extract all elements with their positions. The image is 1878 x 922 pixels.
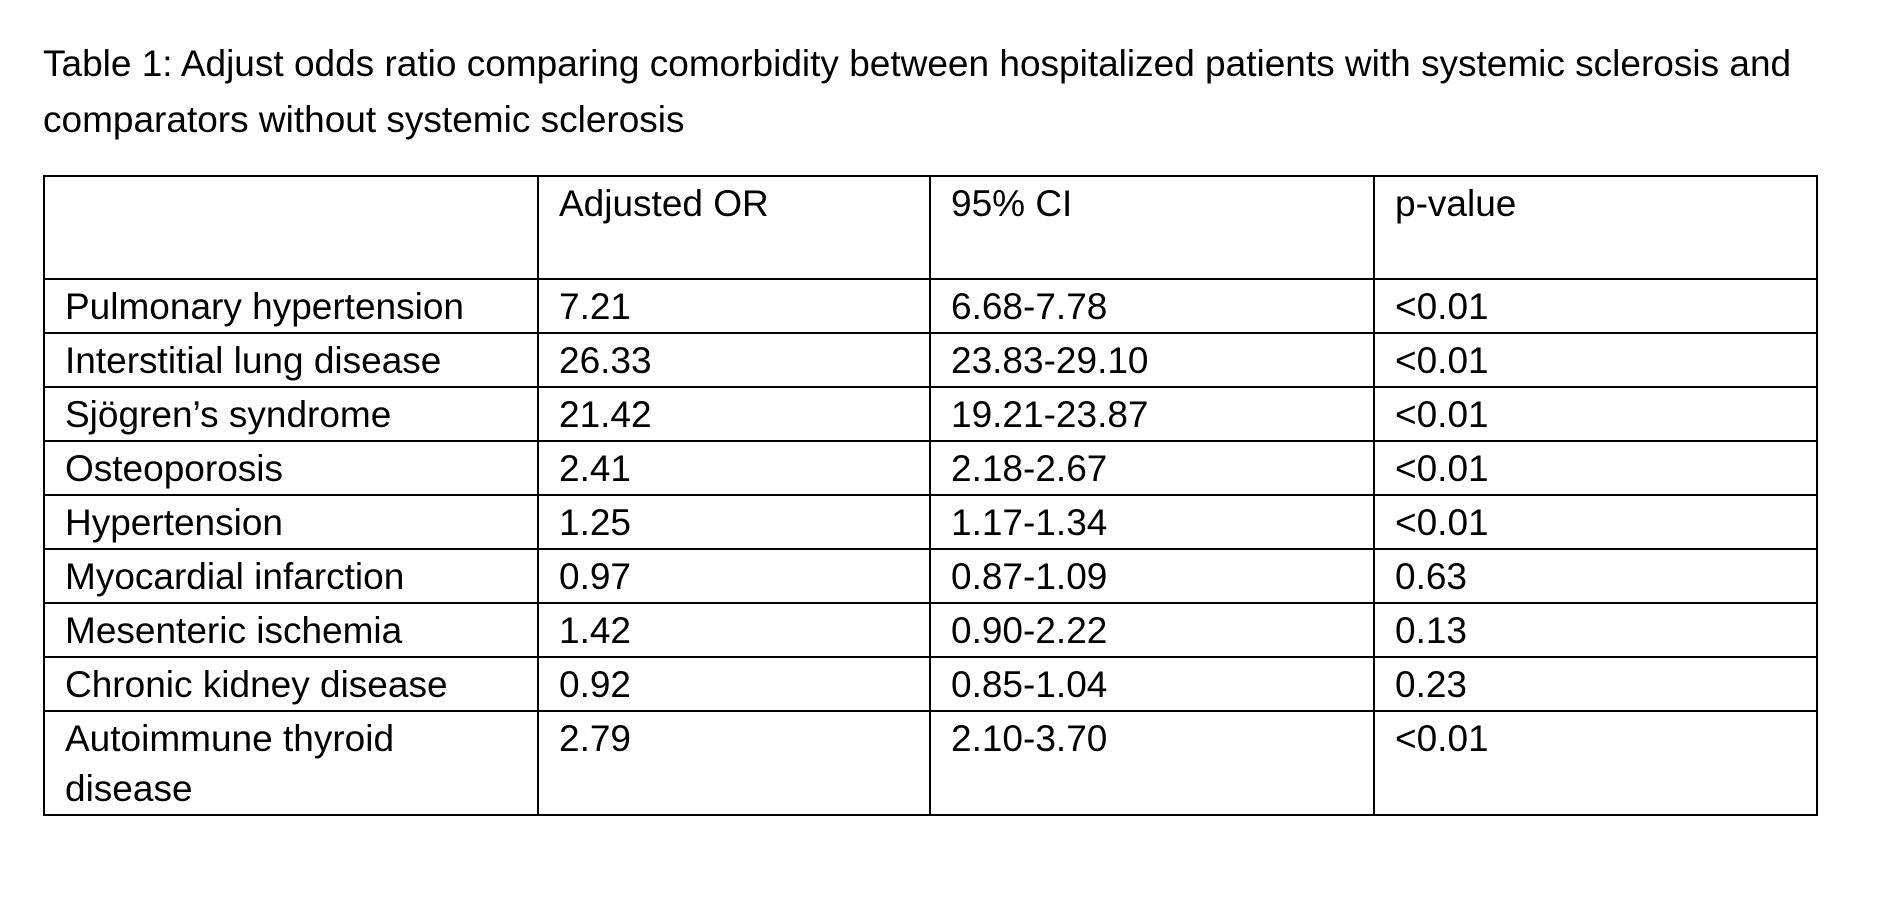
table-row: Myocardial infarction 0.97 0.87-1.09 0.6…: [43, 548, 1818, 604]
cell-comorbidity: Myocardial infarction: [43, 548, 539, 604]
header-adjusted-or: Adjusted OR: [537, 175, 931, 280]
table-header-row: Adjusted OR 95% CI p-value: [43, 175, 1818, 280]
cell-p-value: <0.01: [1373, 386, 1818, 442]
cell-comorbidity: Mesenteric ischemia: [43, 602, 539, 658]
table-row: Pulmonary hypertension 7.21 6.68-7.78 <0…: [43, 278, 1818, 334]
cell-adjusted-or: 21.42: [537, 386, 931, 442]
cell-comorbidity: Interstitial lung disease: [43, 332, 539, 388]
table-row: Interstitial lung disease 26.33 23.83-29…: [43, 332, 1818, 388]
header-95-ci: 95% CI: [929, 175, 1375, 280]
cell-adjusted-or: 0.97: [537, 548, 931, 604]
cell-comorbidity: Hypertension: [43, 494, 539, 550]
cell-p-value: 0.63: [1373, 548, 1818, 604]
cell-adjusted-or: 26.33: [537, 332, 931, 388]
header-p-value: p-value: [1373, 175, 1818, 280]
cell-comorbidity: Pulmonary hypertension: [43, 278, 539, 334]
cell-comorbidity: Autoimmune thyroid disease: [43, 710, 539, 816]
table-caption: Table 1: Adjust odds ratio comparing com…: [43, 43, 1792, 140]
cell-p-value: 0.23: [1373, 656, 1818, 712]
cell-95-ci: 23.83-29.10: [929, 332, 1375, 388]
cell-adjusted-or: 2.79: [537, 710, 931, 816]
table-row: Autoimmune thyroid disease 2.79 2.10-3.7…: [43, 710, 1818, 816]
cell-95-ci: 2.10-3.70: [929, 710, 1375, 816]
cell-p-value: <0.01: [1373, 332, 1818, 388]
cell-comorbidity: Chronic kidney disease: [43, 656, 539, 712]
cell-95-ci: 6.68-7.78: [929, 278, 1375, 334]
cell-p-value: <0.01: [1373, 710, 1818, 816]
cell-comorbidity: Osteoporosis: [43, 440, 539, 496]
comorbidity-table: Adjusted OR 95% CI p-value Pulmonary hyp…: [43, 175, 1818, 816]
cell-adjusted-or: 1.25: [537, 494, 931, 550]
table-row: Sjögren’s syndrome 21.42 19.21-23.87 <0.…: [43, 386, 1818, 442]
table-row: Osteoporosis 2.41 2.18-2.67 <0.01: [43, 440, 1818, 496]
table-row: Mesenteric ischemia 1.42 0.90-2.22 0.13: [43, 602, 1818, 658]
cell-p-value: <0.01: [1373, 278, 1818, 334]
cell-95-ci: 19.21-23.87: [929, 386, 1375, 442]
cell-95-ci: 0.87-1.09: [929, 548, 1375, 604]
header-comorbidity: [43, 175, 539, 280]
cell-p-value: <0.01: [1373, 494, 1818, 550]
cell-comorbidity: Sjögren’s syndrome: [43, 386, 539, 442]
table-row: Hypertension 1.25 1.17-1.34 <0.01: [43, 494, 1818, 550]
cell-p-value: <0.01: [1373, 440, 1818, 496]
table-row: Chronic kidney disease 0.92 0.85-1.04 0.…: [43, 656, 1818, 712]
cell-adjusted-or: 1.42: [537, 602, 931, 658]
cell-95-ci: 2.18-2.67: [929, 440, 1375, 496]
cell-95-ci: 0.90-2.22: [929, 602, 1375, 658]
cell-p-value: 0.13: [1373, 602, 1818, 658]
cell-adjusted-or: 2.41: [537, 440, 931, 496]
cell-95-ci: 1.17-1.34: [929, 494, 1375, 550]
cell-adjusted-or: 0.92: [537, 656, 931, 712]
cell-adjusted-or: 7.21: [537, 278, 931, 334]
cell-95-ci: 0.85-1.04: [929, 656, 1375, 712]
